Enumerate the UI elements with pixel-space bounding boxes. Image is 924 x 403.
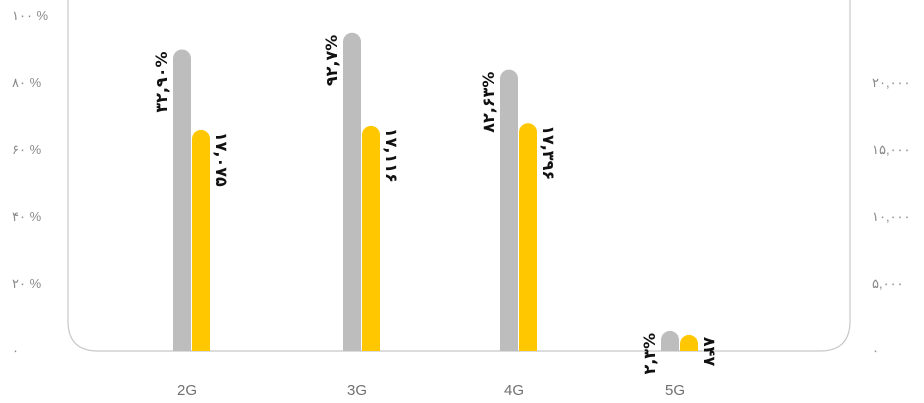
bar: [192, 129, 210, 351]
data-label: ۱۷,۳۹۶: [539, 125, 558, 180]
data-label: ۸۴۷: [700, 337, 719, 367]
data-label: ۹۲,۷%: [322, 35, 341, 86]
bar: [680, 334, 698, 351]
bar: [343, 32, 361, 351]
left-tick-label: ۱۰۰ %: [12, 8, 49, 23]
data-label: ۲,۳%: [640, 333, 659, 375]
right-axis: ۰ ۵,۰۰۰ ۱۰,۰۰۰ ۱۵,۰۰۰ ۲۰,۰۰۰: [872, 75, 911, 358]
right-tick-label: ۰: [872, 343, 879, 358]
data-label: ۳۲,۹۰%: [152, 52, 171, 113]
bar: [500, 69, 518, 351]
bars: [173, 32, 698, 351]
category-label: 5G: [665, 382, 685, 399]
bar: [519, 123, 537, 351]
left-tick-label: ۲۰ %: [12, 276, 42, 291]
data-labels: ۳۲,۹۰% ۹۲,۷% ۸۲,۶۳% ۲,۳% ۱۷,۰۷۵ ۱۷,۱۱۶ ۱۷,۳۹۶ ۸…: [152, 35, 719, 375]
category-label: 4G: [504, 382, 524, 399]
data-label: ۱۷,۰۷۵: [212, 132, 231, 187]
left-tick-label: ۸۰ %: [12, 75, 42, 90]
x-axis: 2G 3G 4G 5G: [177, 382, 685, 399]
data-label: ۸۲,۶۳%: [479, 72, 498, 133]
right-tick-label: ۱۰,۰۰۰: [872, 209, 911, 224]
left-tick-label: ۶۰ %: [12, 142, 42, 157]
right-tick-label: ۱۵,۰۰۰: [872, 142, 911, 157]
bar: [362, 125, 380, 351]
bar: [173, 49, 191, 351]
left-axis: ۰ ۲۰ % ۴۰ % ۶۰ % ۸۰ % ۱۰۰ %: [12, 8, 49, 358]
left-tick-label: ۰: [12, 343, 19, 358]
right-tick-label: ۵,۰۰۰: [872, 276, 904, 291]
data-label: ۱۷,۱۱۶: [382, 128, 401, 183]
plot-frame: [67, 0, 851, 352]
left-tick-label: ۴۰ %: [12, 209, 42, 224]
bar: [661, 330, 679, 351]
category-label: 2G: [177, 382, 197, 399]
category-label: 3G: [347, 382, 367, 399]
right-tick-label: ۲۰,۰۰۰: [872, 75, 911, 90]
